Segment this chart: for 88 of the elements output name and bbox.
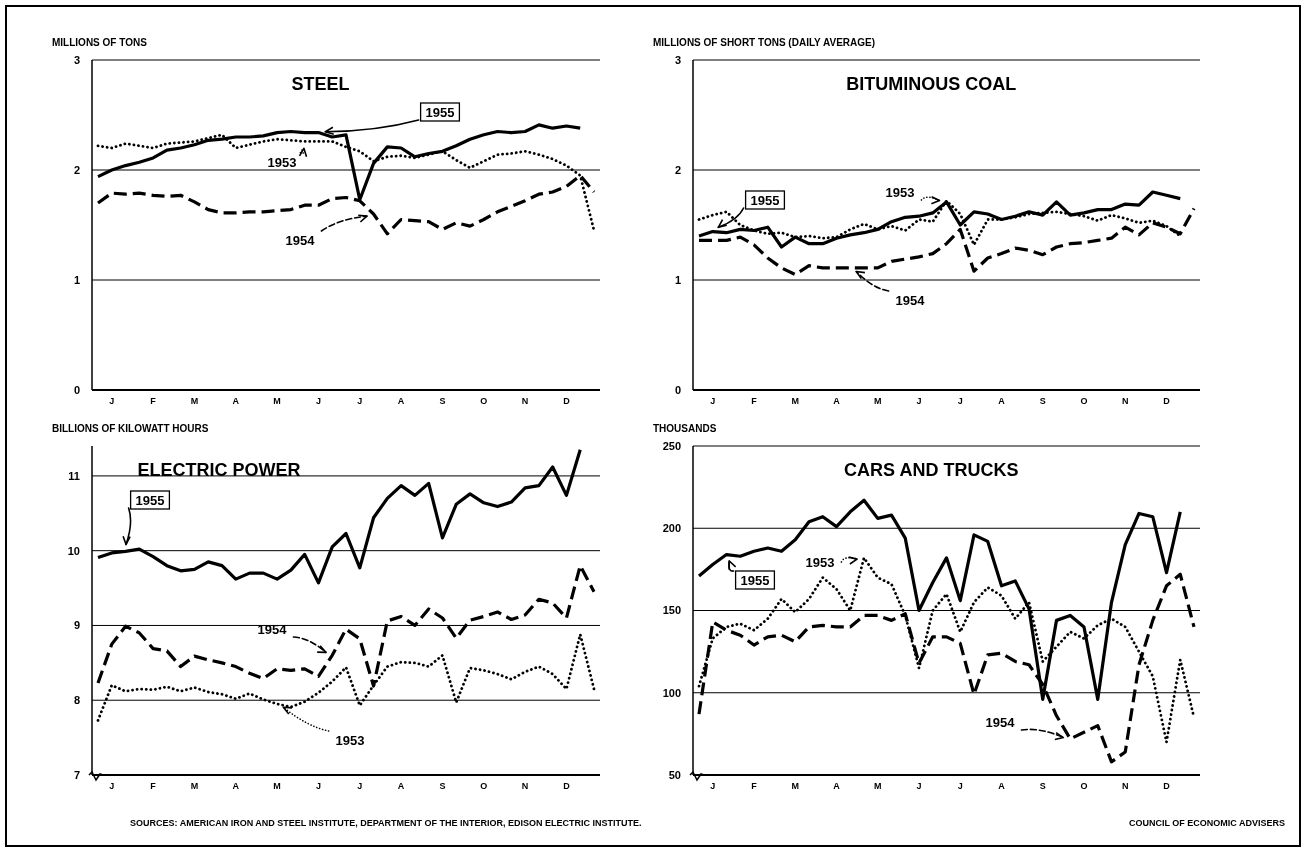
x-tick-label: M bbox=[190, 396, 199, 406]
y-tick-label: 1 bbox=[674, 273, 681, 286]
x-tick-label: A bbox=[232, 396, 240, 406]
x-tick-label: J bbox=[710, 781, 716, 791]
x-tick-label: F bbox=[150, 396, 157, 406]
x-tick-label: N bbox=[521, 396, 529, 406]
x-tick-label: D bbox=[563, 396, 571, 406]
y-axis-title: MILLIONS OF SHORT TONS (DAILY AVERAGE) bbox=[653, 37, 876, 48]
legend-label: 1953 bbox=[267, 154, 297, 170]
x-tick-label: J bbox=[957, 781, 963, 791]
y-tick-label: 0 bbox=[73, 383, 80, 396]
y-tick-label: 200 bbox=[662, 522, 681, 535]
y-axis-title: MILLIONS OF TONS bbox=[52, 37, 148, 48]
x-tick-label: J bbox=[109, 396, 115, 406]
x-tick-label: J bbox=[916, 396, 922, 406]
x-tick-label: O bbox=[1080, 396, 1088, 406]
x-tick-label: O bbox=[480, 396, 488, 406]
x-tick-label: O bbox=[480, 781, 488, 791]
x-tick-label: J bbox=[315, 396, 321, 406]
source-note: SOURCES: AMERICAN IRON AND STEEL INSTITUTE, DEPARTMENT OF THE INTERIOR, EDISON ELECTRIC INSTITUTE. bbox=[130, 818, 642, 828]
text: ELECTRIC POWER bbox=[137, 460, 301, 480]
y-tick-label: 8 bbox=[73, 694, 80, 707]
y-axis-title: THOUSANDS bbox=[653, 423, 717, 434]
x-tick-label: S bbox=[1039, 396, 1046, 406]
y-tick-label: 0 bbox=[674, 383, 681, 396]
series-label: 1954 bbox=[985, 714, 1016, 730]
x-tick-label: S bbox=[1039, 781, 1046, 791]
x-tick-label: F bbox=[751, 396, 758, 406]
x-tick-label: M bbox=[273, 781, 281, 791]
text: 1953 bbox=[335, 732, 365, 748]
x-tick-label: A bbox=[397, 781, 405, 791]
x-tick-label: J bbox=[957, 396, 963, 406]
text: 1954 bbox=[895, 292, 926, 308]
legend-label: 1953 bbox=[805, 554, 835, 570]
series-label: 1954 bbox=[285, 232, 316, 248]
x-tick-label: M bbox=[874, 396, 882, 406]
y-tick-label: 100 bbox=[662, 686, 681, 699]
text: STEEL bbox=[291, 74, 350, 94]
x-tick-label: J bbox=[315, 781, 321, 791]
series-label: 1955 bbox=[425, 104, 455, 120]
x-tick-label: J bbox=[710, 396, 716, 406]
y-tick-label: 3 bbox=[73, 53, 80, 66]
legend-label: 1953 bbox=[885, 184, 915, 200]
x-tick-label: F bbox=[150, 781, 157, 791]
x-tick-label: S bbox=[439, 396, 446, 406]
x-tick-label: S bbox=[439, 781, 446, 791]
x-tick-label: J bbox=[357, 396, 363, 406]
x-tick-label: M bbox=[791, 396, 799, 406]
x-tick-label: A bbox=[833, 396, 841, 406]
text: COUNCIL OF ECONOMIC ADVISERS bbox=[1128, 818, 1285, 828]
x-tick-label: A bbox=[833, 781, 841, 791]
series-label: 1955 bbox=[750, 192, 780, 208]
x-tick-label: F bbox=[751, 781, 758, 791]
y-tick-label: 150 bbox=[662, 604, 681, 617]
y-tick-label: 3 bbox=[674, 53, 681, 66]
x-tick-label: J bbox=[357, 781, 363, 791]
text: CARS AND TRUCKS bbox=[844, 460, 1019, 480]
text: BITUMINOUS COAL bbox=[846, 74, 1017, 94]
x-tick-label: D bbox=[1163, 781, 1171, 791]
x-tick-label: M bbox=[273, 396, 281, 406]
y-tick-label: 1 bbox=[73, 273, 80, 286]
x-tick-label: D bbox=[1163, 396, 1171, 406]
y-tick-label: 11 bbox=[68, 469, 80, 482]
text: 1954 bbox=[257, 621, 288, 637]
x-tick-label: M bbox=[874, 781, 882, 791]
x-tick-label: O bbox=[1080, 781, 1088, 791]
x-tick-label: N bbox=[1122, 396, 1129, 406]
y-axis-title: BILLIONS OF KILOWATT HOURS bbox=[52, 423, 209, 434]
x-tick-label: J bbox=[916, 781, 922, 791]
y-tick-label: 250 bbox=[662, 439, 681, 452]
x-tick-label: J bbox=[109, 781, 115, 791]
x-tick-label: N bbox=[521, 781, 529, 791]
y-tick-label: 7 bbox=[73, 768, 80, 781]
y-tick-label: 2 bbox=[674, 163, 681, 176]
x-tick-label: N bbox=[1122, 781, 1129, 791]
y-tick-label: 9 bbox=[73, 619, 80, 632]
x-tick-label: D bbox=[563, 781, 571, 791]
y-tick-label: 50 bbox=[668, 768, 681, 781]
y-tick-label: 2 bbox=[73, 163, 80, 176]
x-tick-label: M bbox=[791, 781, 799, 791]
x-tick-label: A bbox=[998, 396, 1006, 406]
x-tick-label: A bbox=[397, 396, 405, 406]
series-label: 1955 bbox=[740, 572, 770, 588]
x-tick-label: M bbox=[190, 781, 199, 791]
x-tick-label: A bbox=[232, 781, 240, 791]
x-tick-label: A bbox=[998, 781, 1006, 791]
text: 1955 bbox=[135, 492, 165, 508]
y-tick-label: 10 bbox=[67, 544, 80, 557]
